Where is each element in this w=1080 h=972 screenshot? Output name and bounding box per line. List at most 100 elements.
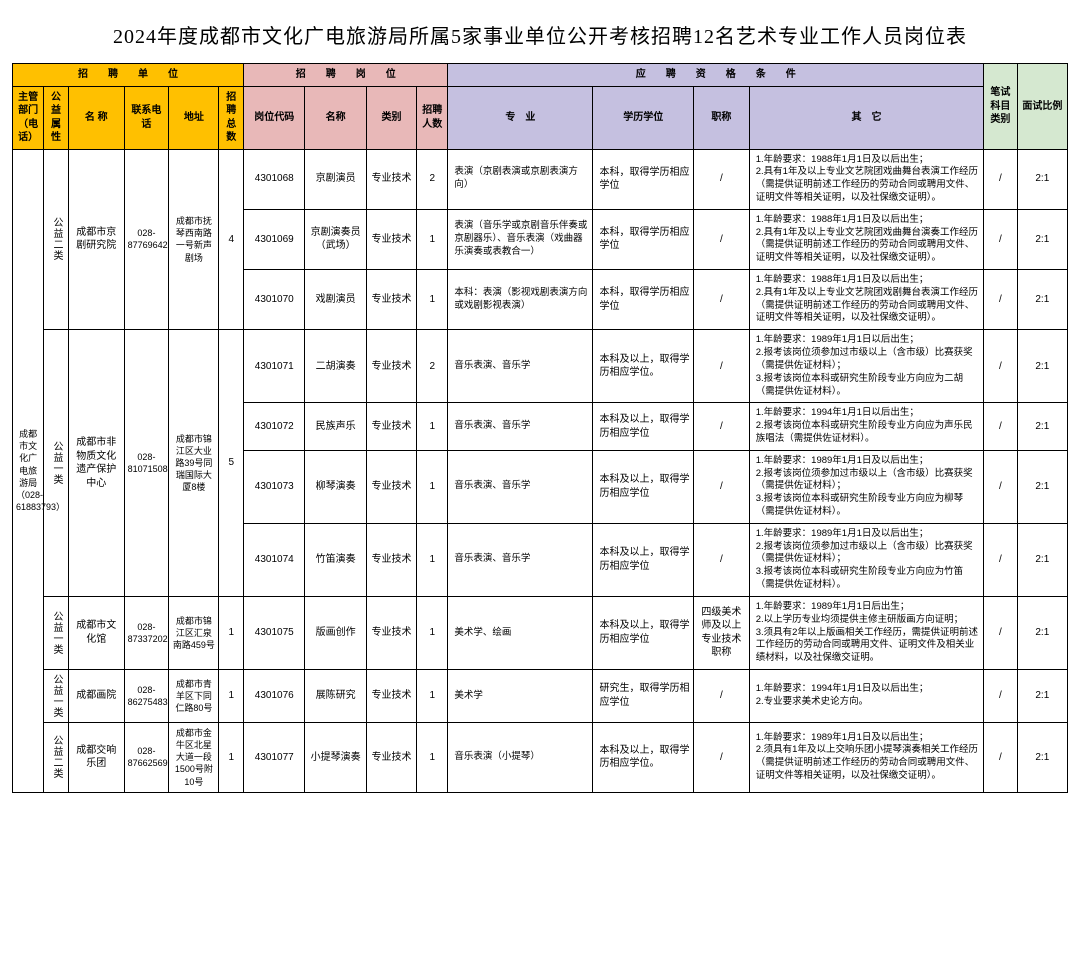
group-header-row: 招 聘 单 位 招 聘 岗 位 应 聘 资 格 条 件 笔试科目类别 面试比例 xyxy=(13,64,1068,87)
col-total: 招聘总数 xyxy=(219,86,244,149)
cell-exam: / xyxy=(984,330,1017,403)
cell-ratio: 2:1 xyxy=(1017,669,1067,722)
cell-cat: 专业技术 xyxy=(366,149,416,209)
cell-code: 4301069 xyxy=(244,209,305,269)
col-major: 专 业 xyxy=(448,86,593,149)
cell-other: 1.年龄要求：1989年1月1日以后出生； 2.报考该岗位须参加过市级以上（含市… xyxy=(749,330,983,403)
cell-code: 4301073 xyxy=(244,450,305,523)
cell-title: / xyxy=(693,450,749,523)
unit-welfare: 公益二类 xyxy=(44,722,69,792)
cell-title: 四级美术师及以上专业技术职称 xyxy=(693,596,749,669)
cell-code: 4301071 xyxy=(244,330,305,403)
cell-code: 4301076 xyxy=(244,669,305,722)
cell-num: 1 xyxy=(417,669,448,722)
cell-exam: / xyxy=(984,149,1017,209)
cell-cat: 专业技术 xyxy=(366,403,416,450)
unit-tel: 028-87337202 xyxy=(124,596,169,669)
cell-cat: 专业技术 xyxy=(366,270,416,330)
cell-ratio: 2:1 xyxy=(1017,270,1067,330)
col-other: 其 它 xyxy=(749,86,983,149)
cell-major: 本科：表演（影视戏剧表演方向或戏剧影视表演） xyxy=(448,270,593,330)
cell-exam: / xyxy=(984,403,1017,450)
col-title: 职称 xyxy=(693,86,749,149)
unit-addr: 成都市锦江区大业路39号同瑞国际大厦8楼 xyxy=(169,330,219,597)
cell-num: 2 xyxy=(417,330,448,403)
cell-edu: 本科及以上，取得学历相应学位。 xyxy=(593,722,693,792)
col-addr: 地址 xyxy=(169,86,219,149)
cell-exam: / xyxy=(984,523,1017,596)
cell-post-name: 民族声乐 xyxy=(305,403,366,450)
col-cat: 类别 xyxy=(366,86,416,149)
cell-exam: / xyxy=(984,450,1017,523)
cell-other: 1.年龄要求：1988年1月1日及以后出生； 2.具有1年及以上专业文艺院团戏曲… xyxy=(749,149,983,209)
column-header-row: 主管部门（电话） 公益属性 名 称 联系电话 地址 招聘总数 岗位代码 名称 类… xyxy=(13,86,1068,149)
unit-total: 4 xyxy=(219,149,244,330)
cell-code: 4301077 xyxy=(244,722,305,792)
unit-total: 1 xyxy=(219,669,244,722)
cell-major: 音乐表演、音乐学 xyxy=(448,450,593,523)
unit-welfare: 公益二类 xyxy=(44,149,69,330)
cell-exam: / xyxy=(984,722,1017,792)
cell-exam: / xyxy=(984,209,1017,269)
cell-cat: 专业技术 xyxy=(366,209,416,269)
cell-post-name: 小提琴演奏 xyxy=(305,722,366,792)
unit-total: 1 xyxy=(219,596,244,669)
cell-title: / xyxy=(693,330,749,403)
col-uname: 名 称 xyxy=(68,86,124,149)
unit-addr: 成都市金牛区北星大道一段1500号附10号 xyxy=(169,722,219,792)
cell-post-name: 竹笛演奏 xyxy=(305,523,366,596)
cell-ratio: 2:1 xyxy=(1017,523,1067,596)
unit-name: 成都市文化馆 xyxy=(68,596,124,669)
unit-tel: 028-86275483 xyxy=(124,669,169,722)
cell-ratio: 2:1 xyxy=(1017,403,1067,450)
cell-major: 美术学 xyxy=(448,669,593,722)
col-pname: 名称 xyxy=(305,86,366,149)
unit-tel: 028-81071508 xyxy=(124,330,169,597)
cell-num: 1 xyxy=(417,403,448,450)
cell-exam: / xyxy=(984,270,1017,330)
unit-welfare: 公益一类 xyxy=(44,596,69,669)
cell-major: 表演（音乐学或京剧音乐伴奏或京剧器乐）、音乐表演（戏曲器乐演奏或表教合一） xyxy=(448,209,593,269)
unit-tel: 028-87662569 xyxy=(124,722,169,792)
cell-edu: 本科及以上，取得学历相应学位。 xyxy=(593,330,693,403)
cell-cat: 专业技术 xyxy=(366,669,416,722)
unit-welfare: 公益一类 xyxy=(44,330,69,597)
cell-title: / xyxy=(693,149,749,209)
cell-num: 1 xyxy=(417,209,448,269)
cell-cat: 专业技术 xyxy=(366,722,416,792)
cell-title: / xyxy=(693,669,749,722)
cell-major: 音乐表演、音乐学 xyxy=(448,403,593,450)
cell-code: 4301074 xyxy=(244,523,305,596)
cell-post-name: 版画创作 xyxy=(305,596,366,669)
table-row: 公益二类成都交响乐团028-87662569成都市金牛区北星大道一段1500号附… xyxy=(13,722,1068,792)
grp-post: 招 聘 岗 位 xyxy=(244,64,448,87)
cell-ratio: 2:1 xyxy=(1017,596,1067,669)
col-code: 岗位代码 xyxy=(244,86,305,149)
cell-ratio: 2:1 xyxy=(1017,330,1067,403)
cell-edu: 本科，取得学历相应学位 xyxy=(593,149,693,209)
cell-title: / xyxy=(693,403,749,450)
cell-major: 音乐表演（小提琴） xyxy=(448,722,593,792)
cell-ratio: 2:1 xyxy=(1017,450,1067,523)
unit-name: 成都画院 xyxy=(68,669,124,722)
col-edu: 学历学位 xyxy=(593,86,693,149)
col-dept: 主管部门（电话） xyxy=(13,86,44,149)
cell-other: 1.年龄要求：1989年1月1日后出生； 2.以上学历专业均须提供主修主研版画方… xyxy=(749,596,983,669)
unit-name: 成都市京剧研究院 xyxy=(68,149,124,330)
table-row: 成都市文化广电旅游局（028-61883793）公益二类成都市京剧研究院028-… xyxy=(13,149,1068,209)
cell-edu: 本科及以上，取得学历相应学位 xyxy=(593,523,693,596)
dept-cell: 成都市文化广电旅游局（028-61883793） xyxy=(13,149,44,792)
cell-title: / xyxy=(693,722,749,792)
table-row: 公益一类成都市非物质文化遗产保护中心028-81071508成都市锦江区大业路3… xyxy=(13,330,1068,403)
cell-other: 1.年龄要求：1989年1月1日及以后出生； 2.报考该岗位须参加过市级以上（含… xyxy=(749,450,983,523)
cell-edu: 本科及以上，取得学历相应学位 xyxy=(593,403,693,450)
unit-tel: 028-87769642 xyxy=(124,149,169,330)
cell-post-name: 二胡演奏 xyxy=(305,330,366,403)
page-title: 2024年度成都市文化广电旅游局所属5家事业单位公开考核招聘12名艺术专业工作人… xyxy=(12,20,1068,49)
unit-name: 成都交响乐团 xyxy=(68,722,124,792)
cell-ratio: 2:1 xyxy=(1017,722,1067,792)
cell-post-name: 京剧演奏员（武场） xyxy=(305,209,366,269)
cell-exam: / xyxy=(984,669,1017,722)
cell-other: 1.年龄要求：1989年1月1日及以后出生； 2.报考该岗位须参加过市级以上（含… xyxy=(749,523,983,596)
cell-edu: 本科及以上，取得学历相应学位 xyxy=(593,450,693,523)
